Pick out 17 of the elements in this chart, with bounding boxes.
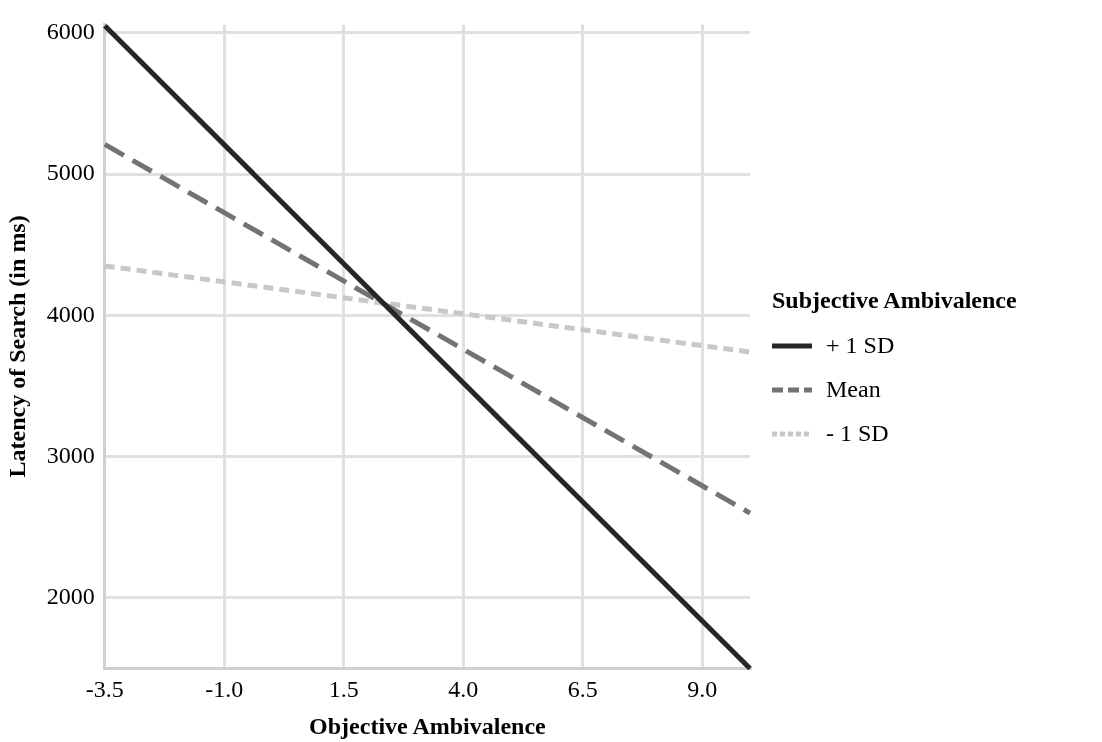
legend-label: Mean [826,376,881,403]
x-tick-label: 4.0 [448,676,479,703]
y-tick-label: 6000 [46,18,95,45]
y-axis-title: Latency of Search (in ms) [3,215,30,478]
legend-title: Subjective Ambivalence [772,286,1017,314]
x-axis-title: Objective Ambivalence [309,712,547,739]
legend-label: - 1 SD [826,420,889,447]
x-tick-label: 9.0 [687,676,718,703]
y-tick-label: 4000 [46,300,95,327]
x-tick-label: 6.5 [567,676,598,703]
x-tick-label: -1.0 [205,676,244,703]
y-tick-label: 5000 [46,159,95,186]
x-tick-label: -3.5 [85,676,124,703]
x-tick-label: 1.5 [328,676,359,703]
y-tick-label: 2000 [46,583,95,610]
legend-label: + 1 SD [826,332,895,359]
y-tick-label: 3000 [46,441,95,468]
